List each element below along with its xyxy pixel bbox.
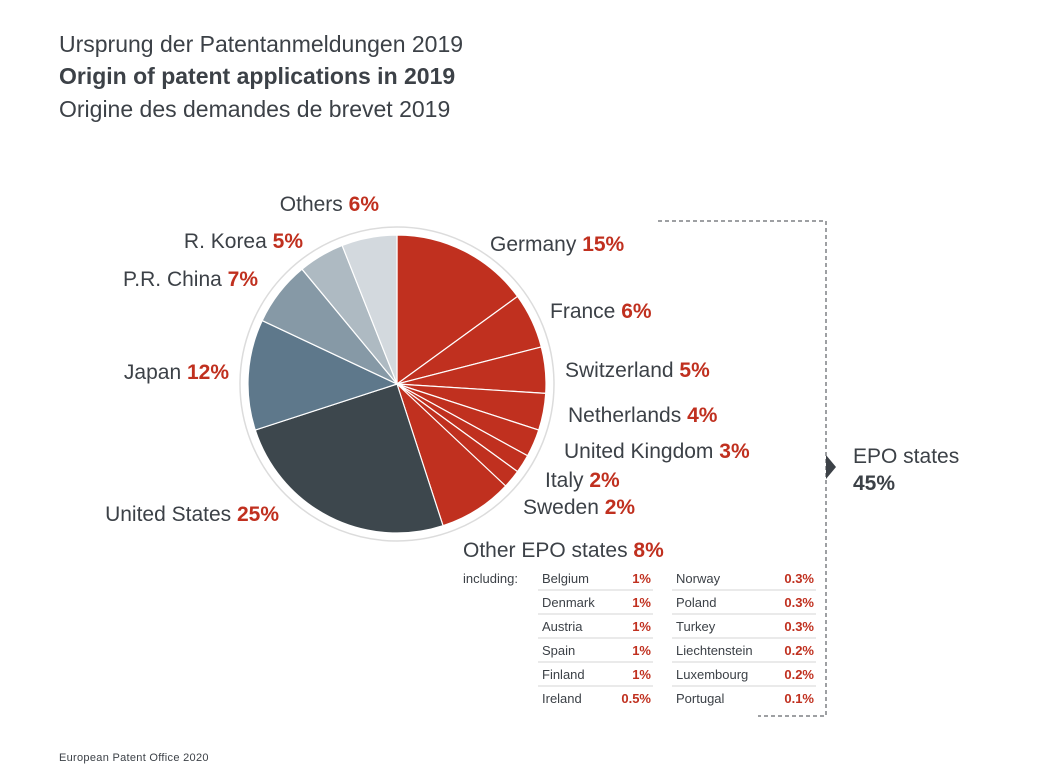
slice-label-value: 25%: [237, 503, 279, 526]
slice-label-value: 5%: [273, 230, 304, 253]
breakdown-right-value-portugal: 0.1%: [784, 691, 814, 706]
slice-label-netherlands: Netherlands 4%: [568, 404, 718, 427]
slice-label-value: 2%: [605, 496, 636, 519]
slice-label-name: United States: [105, 503, 237, 526]
slice-label-other-epo-states: Other EPO states 8%: [463, 539, 664, 562]
slice-label-name: Italy: [545, 469, 589, 492]
chart-title-german: Ursprung der Patentanmeldungen 2019: [59, 31, 464, 57]
breakdown-left-name-spain: Spain: [542, 643, 575, 658]
slice-label-name: Germany: [490, 233, 582, 256]
slice-label-value: 6%: [621, 300, 652, 323]
breakdown-left-value-finland: 1%: [632, 667, 651, 682]
chart-title-english: Origin of patent applications in 2019: [59, 63, 456, 89]
breakdown-left-name-austria: Austria: [542, 619, 583, 634]
pie-slice-japan: [247, 319, 399, 431]
slice-label-name: Switzerland: [565, 359, 679, 382]
slice-label-united-kingdom: United Kingdom 3%: [564, 440, 750, 463]
epo-bracket-arrow-icon: [826, 455, 836, 479]
slice-label-name: France: [550, 300, 621, 323]
slice-label-value: 6%: [349, 193, 380, 216]
breakdown-right-name-turkey: Turkey: [676, 619, 716, 634]
breakdown-right-value-luxembourg: 0.2%: [784, 667, 814, 682]
epo-states-value: 45%: [853, 472, 895, 495]
slice-label-name: Sweden: [523, 496, 605, 519]
breakdown-right-name-portugal: Portugal: [676, 691, 725, 706]
slice-label-value: 5%: [679, 359, 710, 382]
slice-label-value: 4%: [687, 404, 718, 427]
slice-label-name: Others: [280, 193, 349, 216]
breakdown-left-name-ireland: Ireland: [542, 691, 582, 706]
slice-label-germany: Germany 15%: [490, 233, 625, 256]
breakdown-right-value-norway: 0.3%: [784, 571, 814, 586]
slice-label-name: United Kingdom: [564, 440, 719, 463]
breakdown-right-value-turkey: 0.3%: [784, 619, 814, 634]
breakdown-right-value-poland: 0.3%: [784, 595, 814, 610]
epo-states-label: EPO states: [853, 445, 959, 468]
footer-source: European Patent Office 2020: [59, 752, 209, 764]
breakdown-intro: including:: [463, 571, 518, 586]
pie-outer-ring: [239, 226, 555, 542]
slice-label-japan: Japan 12%: [124, 361, 229, 384]
slice-label-name: Japan: [124, 361, 187, 384]
slice-label-value: 3%: [719, 440, 750, 463]
breakdown-left-value-ireland: 0.5%: [621, 691, 651, 706]
slice-label-value: 15%: [582, 233, 624, 256]
slice-label-france: France 6%: [550, 300, 652, 323]
epo-bracket-line: [658, 220, 827, 717]
pie-slice-others: [341, 234, 398, 385]
slice-label-name: P.R. China: [123, 268, 228, 291]
breakdown-left-name-finland: Finland: [542, 667, 585, 682]
slice-label-value: 12%: [187, 361, 229, 384]
slice-label-value: 2%: [589, 469, 620, 492]
slice-label-others: Others 6%: [280, 193, 380, 216]
breakdown-left-name-denmark: Denmark: [542, 595, 595, 610]
breakdown-right-value-liechtenstein: 0.2%: [784, 643, 814, 658]
slice-label-sweden: Sweden 2%: [523, 496, 635, 519]
breakdown-right-name-norway: Norway: [676, 571, 721, 586]
breakdown-right-name-liechtenstein: Liechtenstein: [676, 643, 753, 658]
breakdown-left-value-belgium: 1%: [632, 571, 651, 586]
breakdown-left-value-austria: 1%: [632, 619, 651, 634]
chart-title-french: Origine des demandes de brevet 2019: [59, 96, 451, 122]
breakdown-left-value-denmark: 1%: [632, 595, 651, 610]
breakdown-right-name-poland: Poland: [676, 595, 716, 610]
slice-label-name: R. Korea: [184, 230, 273, 253]
breakdown-left-name-belgium: Belgium: [542, 571, 589, 586]
breakdown-left-value-spain: 1%: [632, 643, 651, 658]
slice-label-italy: Italy 2%: [545, 469, 620, 492]
slice-label-name: Netherlands: [568, 404, 687, 427]
breakdown-right-name-luxembourg: Luxembourg: [676, 667, 748, 682]
slice-label-value: 8%: [633, 539, 664, 562]
slice-label-r-korea: R. Korea 5%: [184, 230, 303, 253]
slice-label-p-r-china: P.R. China 7%: [123, 268, 258, 291]
pie-slice-germany: [396, 234, 519, 386]
slice-label-united-states: United States 25%: [105, 503, 279, 526]
slice-label-value: 7%: [228, 268, 259, 291]
pie-slice-united-states: [254, 383, 444, 534]
slice-label-switzerland: Switzerland 5%: [565, 359, 710, 382]
slice-label-name: Other EPO states: [463, 539, 633, 562]
